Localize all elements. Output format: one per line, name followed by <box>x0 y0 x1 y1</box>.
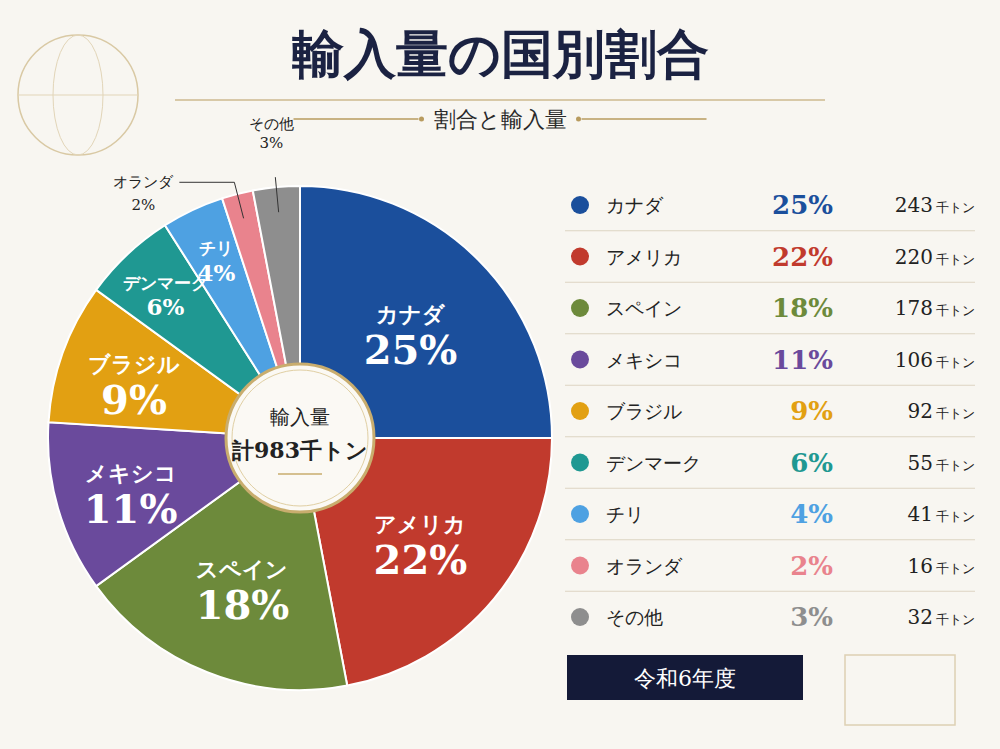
globe-line <box>18 95 138 96</box>
legend-swatch <box>571 351 589 369</box>
slice-value: 25% <box>364 326 458 373</box>
legend-label: オランダ <box>606 555 683 577</box>
slice-value: 22% <box>374 536 468 583</box>
background <box>0 0 1000 749</box>
title: 輸入量の国別割合 <box>292 23 709 84</box>
legend-rule <box>565 385 975 386</box>
slice-name: スペイン <box>196 556 288 582</box>
legend-percent: 22% <box>772 242 833 272</box>
legend-percent: 4% <box>790 499 833 529</box>
leader-line <box>179 182 243 218</box>
legend-unit: 千トン <box>936 509 975 524</box>
legend-rule <box>565 488 975 489</box>
legend-swatch <box>571 505 589 523</box>
legend-label: スペイン <box>606 297 682 319</box>
slice-name: カナダ <box>376 301 446 327</box>
center-total: 計983千トン <box>231 437 368 463</box>
legend-swatch <box>571 299 589 317</box>
legend-percent: 2% <box>790 551 833 581</box>
slice-name: ブラジル <box>88 351 180 377</box>
note: 令和6年度 <box>567 655 803 700</box>
legend-rule <box>565 591 975 592</box>
slice-value: 11% <box>84 485 178 532</box>
legend-unit: 千トン <box>936 355 975 370</box>
legend-tonnage: 92 <box>908 399 933 423</box>
legend-swatch <box>571 454 589 472</box>
slice-name: その他 <box>249 115 294 133</box>
legend-swatch <box>571 196 589 214</box>
chart: 輸入量の国別割合割合と輸入量カナダ25%アメリカ22%スペイン18%メキシコ11… <box>0 0 1000 749</box>
center-ring <box>232 370 368 506</box>
ornament <box>278 473 322 475</box>
legend-swatch <box>571 608 589 626</box>
slice-value: 2% <box>131 196 155 214</box>
slice-name: アメリカ <box>374 511 466 537</box>
legend-tonnage: 220 <box>895 245 933 269</box>
leader-line <box>275 177 278 212</box>
center-disc <box>226 364 374 512</box>
legend-swatch <box>571 402 589 420</box>
slice-value: 6% <box>147 293 185 320</box>
legend-rule <box>565 230 975 231</box>
ornament <box>582 118 707 120</box>
legend-rule <box>565 333 975 334</box>
legend-percent: 6% <box>790 448 833 478</box>
ornament <box>294 118 419 120</box>
center-title: 輸入量 <box>270 405 330 429</box>
slice-name: オランダ <box>113 173 174 191</box>
pie <box>48 186 552 690</box>
slice-value: 4% <box>197 259 235 286</box>
container <box>845 655 955 725</box>
legend: カナダ25%千トン243アメリカ22%千トン220スペイン18%千トン178メキ… <box>565 190 975 632</box>
legend-tonnage: 41 <box>908 502 933 526</box>
legend-label: カナダ <box>606 194 664 216</box>
legend-unit: 千トン <box>936 252 975 267</box>
subtitle: 割合と輸入量 <box>434 107 567 132</box>
decoration <box>18 35 955 725</box>
legend-tonnage: 106 <box>895 348 933 372</box>
legend-tonnage: 55 <box>908 451 933 475</box>
legend-tonnage: 178 <box>895 296 933 320</box>
note-text: 令和6年度 <box>634 666 736 691</box>
legend-percent: 3% <box>790 602 833 632</box>
legend-percent: 25% <box>772 190 833 220</box>
slice-value: 9% <box>101 376 167 423</box>
slice-name: メキシコ <box>85 460 177 486</box>
legend-tonnage: 243 <box>895 193 933 217</box>
legend-swatch <box>571 248 589 266</box>
slice-name: チリ <box>199 238 233 258</box>
legend-percent: 9% <box>790 396 833 426</box>
legend-label: その他 <box>606 606 663 628</box>
slice-value: 18% <box>196 581 290 628</box>
center-label: 輸入量計983千トン <box>226 364 374 512</box>
slice-name: デンマーク <box>123 273 208 293</box>
legend-swatch <box>571 557 589 575</box>
legend-label: デンマーク <box>606 452 701 474</box>
legend-unit: 千トン <box>936 458 975 473</box>
legend-label: メキシコ <box>606 349 682 371</box>
legend-label: ブラジル <box>606 400 682 422</box>
ornament <box>419 117 424 122</box>
legend-unit: 千トン <box>936 303 975 318</box>
legend-rule <box>565 436 975 437</box>
legend-unit: 千トン <box>936 561 975 576</box>
legend-percent: 18% <box>772 293 833 323</box>
legend-label: アメリカ <box>606 246 682 268</box>
legend-unit: 千トン <box>936 406 975 421</box>
legend-tonnage: 16 <box>908 554 933 578</box>
slice-labels: カナダ25% アメリカ22% スペイン18% メキシコ11% ブラジル9% デンマーク6%… <box>84 115 467 628</box>
legend-rule <box>565 282 975 283</box>
note-box <box>567 655 803 700</box>
legend-tonnage: 32 <box>908 605 933 629</box>
title-rule <box>175 100 825 101</box>
legend-unit: 千トン <box>936 612 975 627</box>
globe <box>18 35 138 155</box>
legend-percent: 11% <box>772 345 833 375</box>
ornament <box>576 117 581 122</box>
legend-label: チリ <box>606 503 644 525</box>
legend-unit: 千トン <box>936 200 975 215</box>
slice-value: 3% <box>259 134 283 152</box>
legend-rule <box>565 539 975 540</box>
